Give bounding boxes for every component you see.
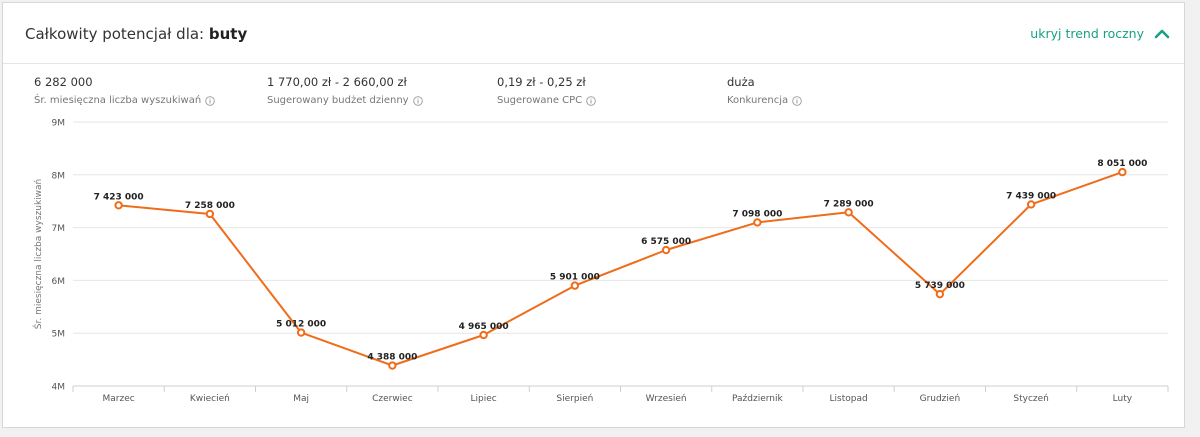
data-point xyxy=(844,208,853,217)
metric-label: Sugerowane CPC xyxy=(497,95,583,106)
metric-suggested-daily-budget: 1 770,00 zł - 2 660,00 zł Sugerowany bud… xyxy=(267,75,423,106)
title-prefix: Całkowity potencjał dla: xyxy=(25,25,205,43)
y-tick-label: 7M xyxy=(52,224,66,234)
metric-value: duża xyxy=(727,75,755,89)
x-tick-label: Październik xyxy=(732,394,783,404)
info-icon[interactable] xyxy=(412,95,423,106)
y-tick-label: 5M xyxy=(52,330,66,340)
x-tick-label: Czerwiec xyxy=(372,394,413,404)
data-point xyxy=(479,330,488,340)
metric-value: 1 770,00 zł - 2 660,00 zł xyxy=(267,75,407,89)
data-label: 5 012 000 xyxy=(276,320,326,330)
x-tick-label: Luty xyxy=(1113,394,1133,404)
data-point xyxy=(570,281,580,290)
x-tick-label: Maj xyxy=(293,394,309,404)
data-point xyxy=(753,218,762,227)
y-tick-label: 8M xyxy=(52,171,66,181)
keyword: buty xyxy=(208,25,248,43)
data-label: 7 423 000 xyxy=(94,192,144,202)
x-tick-label: Sierpień xyxy=(556,394,593,404)
x-tick-label: Kwiecień xyxy=(190,394,230,404)
data-label: 7 098 000 xyxy=(732,209,782,219)
x-tick-label: Styczeń xyxy=(1013,394,1048,404)
series-line xyxy=(118,171,1123,367)
data-label: 7 258 000 xyxy=(185,201,235,211)
data-label: 6 575 000 xyxy=(641,237,691,247)
y-tick-label: 9M xyxy=(52,119,66,129)
metric-avg-monthly-searches: 6 282 000 Śr. miesięczna liczba wyszukiw… xyxy=(34,75,215,106)
metric-value: 0,19 zł - 0,25 zł xyxy=(497,75,586,89)
chevron-up-icon xyxy=(1154,29,1170,38)
card-title: Całkowity potencjał dla: buty xyxy=(25,25,247,43)
data-point xyxy=(1026,200,1036,209)
y-tick-label: 4M xyxy=(52,383,66,393)
data-label: 5 739 000 xyxy=(915,281,965,291)
x-tick-label: Wrzesień xyxy=(646,394,687,404)
data-point xyxy=(1118,167,1127,177)
x-tick-label: Listopad xyxy=(830,394,868,404)
info-icon[interactable] xyxy=(586,95,596,106)
info-icon[interactable] xyxy=(205,95,215,106)
data-point xyxy=(388,361,397,370)
hide-annual-trend-button[interactable]: ukryj trend roczny xyxy=(1030,26,1170,41)
y-axis-title: Śr. miesięczna liczba wyszukiwań xyxy=(32,179,44,329)
hide-annual-trend-label: ukryj trend roczny xyxy=(1030,26,1144,41)
data-label: 7 439 000 xyxy=(1006,191,1056,201)
y-tick-label: 6M xyxy=(52,277,66,287)
metric-competition: duża Konkurencja xyxy=(727,75,802,106)
data-point xyxy=(661,245,671,255)
search-trend-card: Całkowity potencjał dla: buty ukryj tren… xyxy=(2,2,1185,428)
data-label: 7 289 000 xyxy=(824,199,874,209)
data-label: 8 051 000 xyxy=(1097,159,1147,169)
data-point xyxy=(935,289,945,299)
metric-label: Śr. miesięczna liczba wyszukiwań xyxy=(34,95,202,106)
metric-label: Sugerowany budżet dzienny xyxy=(267,95,409,106)
data-label: 5 901 000 xyxy=(550,273,600,283)
x-tick-label: Lipiec xyxy=(471,394,497,404)
x-tick-label: Marzec xyxy=(103,394,135,404)
info-icon[interactable] xyxy=(792,95,802,106)
metrics-row: 6 282 000 Śr. miesięczna liczba wyszukiw… xyxy=(3,65,1184,111)
data-label: 4 388 000 xyxy=(367,353,417,363)
metric-suggested-cpc: 0,19 zł - 0,25 zł Sugerowane CPC xyxy=(497,75,596,106)
data-point xyxy=(296,328,306,337)
data-label: 4 965 000 xyxy=(459,322,509,332)
data-point xyxy=(205,209,215,219)
metric-value: 6 282 000 xyxy=(34,75,93,89)
card-header: Całkowity potencjał dla: buty ukryj tren… xyxy=(3,3,1184,64)
data-point xyxy=(114,201,123,210)
trend-line-chart: 4M 5M 6M 7M 8M 9M Marzec Kwiecień Maj Czerwiec Lip… xyxy=(32,119,1169,404)
x-tick-label: Grudzień xyxy=(920,394,961,404)
trend-chart: 4M 5M 6M 7M 8M 9M Marzec Kwiecień Maj Czerwiec Lip… xyxy=(3,111,1184,427)
metric-label: Konkurencja xyxy=(727,95,789,106)
